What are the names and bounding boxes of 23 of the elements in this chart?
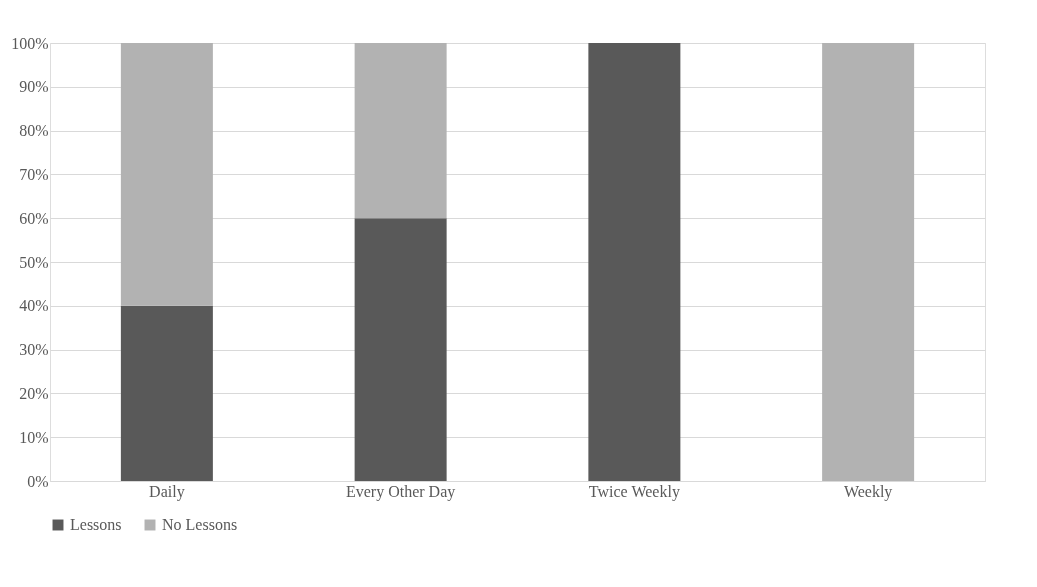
y-tick-label: 80%	[19, 122, 49, 140]
x-tick-label: Weekly	[843, 482, 893, 501]
bar	[354, 218, 447, 481]
y-tick-label: 60%	[19, 209, 49, 227]
y-tick-label: 70%	[19, 165, 49, 183]
bar	[120, 43, 213, 306]
x-tick-label: Daily	[149, 482, 185, 501]
y-tick-label: 30%	[19, 341, 49, 359]
x-tick-label: Twice Weekly	[588, 482, 680, 501]
y-tick-label: 50%	[19, 253, 49, 271]
legend-label: Lessons	[70, 516, 122, 533]
legend-label: No Lessons	[162, 516, 238, 533]
y-tick-label: 90%	[19, 78, 49, 96]
bar	[588, 43, 681, 481]
x-tick-label: Every Other Day	[345, 482, 456, 501]
bar	[120, 305, 213, 481]
y-tick-label: 40%	[19, 297, 49, 315]
y-tick-label: 0%	[27, 472, 49, 490]
bar	[354, 43, 447, 219]
y-tick-label: 20%	[19, 384, 49, 402]
y-tick-label: 100%	[11, 34, 49, 52]
bar	[822, 43, 915, 481]
y-tick-label: 10%	[19, 428, 49, 446]
